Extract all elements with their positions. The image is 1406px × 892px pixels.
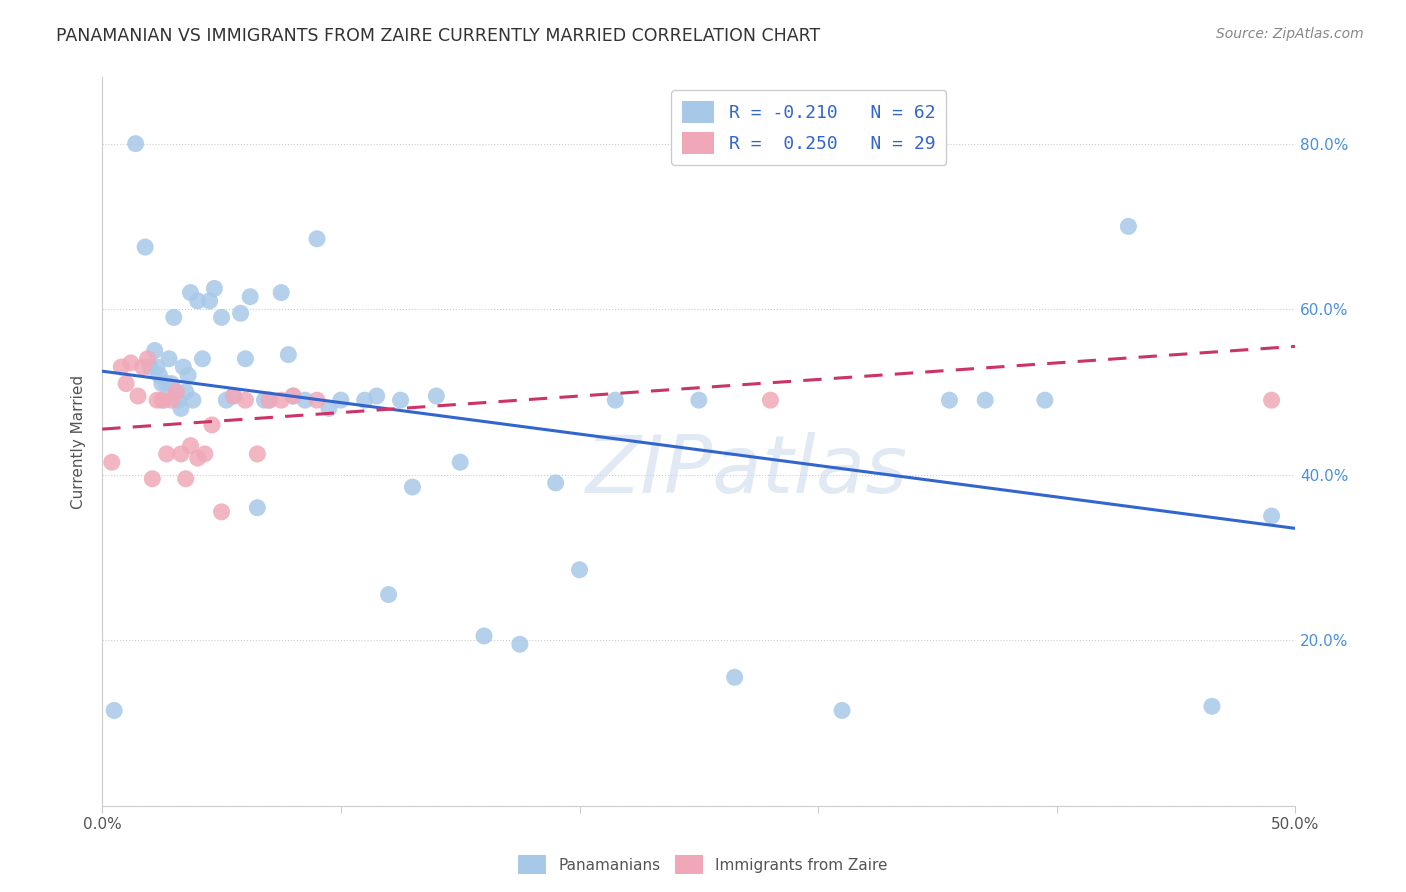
Point: [134, 240, 156, 254]
Point: [170, 401, 193, 416]
Point: [246, 500, 269, 515]
Point: [449, 455, 471, 469]
Point: [318, 401, 340, 416]
Point: [509, 637, 531, 651]
Point: [401, 480, 423, 494]
Point: [143, 343, 166, 358]
Point: [174, 384, 197, 399]
Point: [270, 393, 292, 408]
Point: [157, 351, 180, 366]
Point: [305, 232, 328, 246]
Point: [165, 384, 187, 399]
Point: [259, 393, 281, 408]
Point: [688, 393, 710, 408]
Point: [146, 393, 169, 408]
Point: [194, 447, 217, 461]
Point: [1260, 508, 1282, 523]
Point: [187, 451, 209, 466]
Point: [568, 563, 591, 577]
Point: [115, 376, 138, 391]
Point: [156, 447, 179, 461]
Point: [167, 393, 190, 408]
Point: [127, 389, 149, 403]
Point: [187, 293, 209, 308]
Point: [202, 281, 225, 295]
Point: [277, 348, 299, 362]
Point: [179, 285, 201, 300]
Point: [181, 393, 204, 408]
Point: [253, 393, 276, 408]
Point: [211, 310, 233, 325]
Point: [377, 588, 399, 602]
Point: [229, 306, 252, 320]
Text: Source: ZipAtlas.com: Source: ZipAtlas.com: [1216, 27, 1364, 41]
Point: [305, 393, 328, 408]
Point: [235, 351, 257, 366]
Point: [211, 505, 233, 519]
Point: [281, 389, 304, 403]
Point: [172, 359, 194, 374]
Point: [100, 455, 122, 469]
Y-axis label: Currently Married: Currently Married: [72, 375, 86, 508]
Point: [160, 376, 183, 391]
Point: [329, 393, 352, 408]
Point: [353, 393, 375, 408]
Point: [1118, 219, 1140, 234]
Point: [160, 393, 183, 408]
Point: [120, 356, 142, 370]
Point: [281, 389, 304, 403]
Text: PANAMANIAN VS IMMIGRANTS FROM ZAIRE CURRENTLY MARRIED CORRELATION CHART: PANAMANIAN VS IMMIGRANTS FROM ZAIRE CURR…: [56, 27, 821, 45]
Point: [179, 439, 201, 453]
Point: [177, 368, 200, 383]
Point: [153, 393, 176, 408]
Point: [150, 376, 173, 391]
Point: [472, 629, 495, 643]
Point: [1033, 393, 1056, 408]
Point: [201, 417, 224, 432]
Point: [148, 368, 170, 383]
Point: [366, 389, 388, 403]
Point: [544, 475, 567, 490]
Point: [605, 393, 627, 408]
Point: [222, 389, 245, 403]
Point: [150, 393, 173, 408]
Point: [215, 393, 238, 408]
Point: [239, 290, 262, 304]
Point: [124, 136, 146, 151]
Point: [165, 384, 187, 399]
Point: [136, 351, 159, 366]
Point: [723, 670, 745, 684]
Point: [141, 472, 163, 486]
Point: [831, 703, 853, 717]
Point: [974, 393, 997, 408]
Point: [139, 359, 162, 374]
Point: [294, 393, 316, 408]
Point: [222, 389, 245, 403]
Point: [163, 310, 186, 325]
Point: [191, 351, 214, 366]
Point: [110, 359, 132, 374]
Point: [1201, 699, 1223, 714]
Text: ZIPatlas: ZIPatlas: [585, 432, 908, 509]
Point: [938, 393, 960, 408]
Legend: R = -0.210   N = 62, R =  0.250   N = 29: R = -0.210 N = 62, R = 0.250 N = 29: [671, 90, 946, 165]
Point: [759, 393, 782, 408]
Point: [1260, 393, 1282, 408]
Point: [146, 359, 169, 374]
Point: [103, 703, 125, 717]
Point: [132, 359, 155, 374]
Point: [270, 285, 292, 300]
Point: [259, 393, 281, 408]
Point: [425, 389, 447, 403]
Point: [246, 447, 269, 461]
Point: [389, 393, 412, 408]
Point: [156, 376, 179, 391]
Point: [235, 393, 257, 408]
Point: [170, 447, 193, 461]
Point: [198, 293, 221, 308]
Legend: Panamanians, Immigrants from Zaire: Panamanians, Immigrants from Zaire: [512, 849, 894, 880]
Point: [174, 472, 197, 486]
